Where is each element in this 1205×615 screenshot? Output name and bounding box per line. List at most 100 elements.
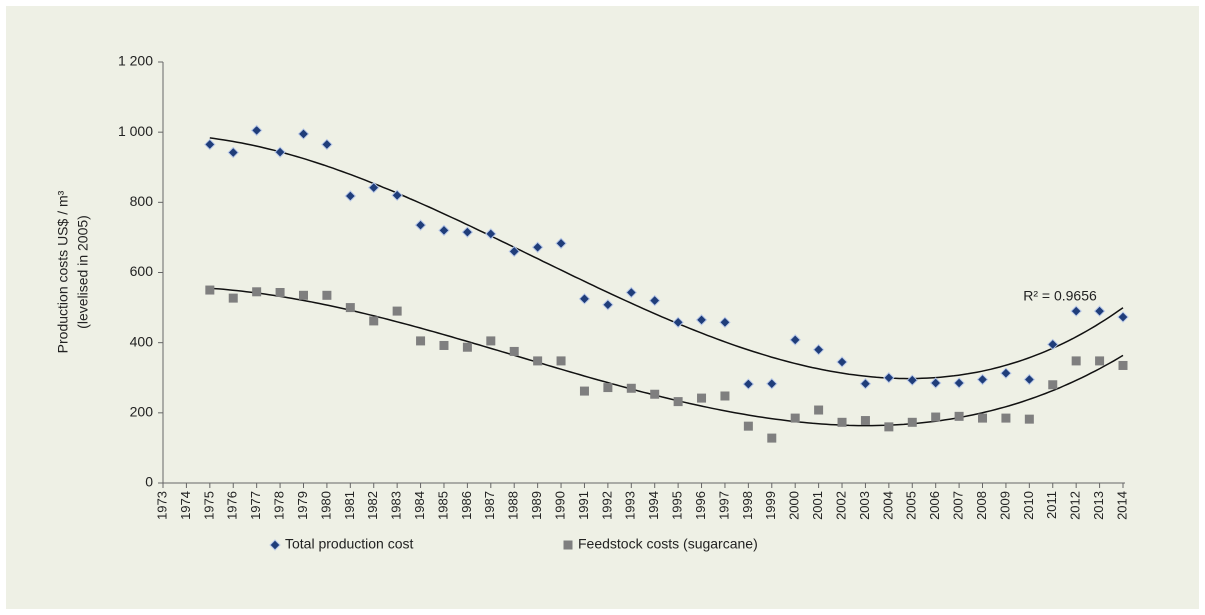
point xyxy=(814,405,824,415)
x-tick-label: 1985 xyxy=(435,491,450,520)
point xyxy=(931,412,941,422)
x-tick-label: 1990 xyxy=(552,491,567,520)
x-tick-label: 2003 xyxy=(857,491,872,520)
point xyxy=(743,421,753,431)
point xyxy=(439,340,449,350)
point xyxy=(414,219,427,231)
x-tick-label: 1982 xyxy=(365,491,380,520)
point xyxy=(509,346,519,356)
point xyxy=(1095,356,1105,366)
point xyxy=(369,316,379,326)
point xyxy=(978,413,988,423)
point xyxy=(603,383,613,393)
point xyxy=(531,241,544,253)
point xyxy=(438,224,450,237)
x-tick-label: 1992 xyxy=(599,491,614,520)
point xyxy=(954,411,964,421)
legend-marker xyxy=(563,540,573,550)
point xyxy=(812,343,825,356)
y-axis-label: (levelised in 2005) xyxy=(75,215,91,329)
y-axis-label: Production costs US$ / m³ xyxy=(55,190,71,353)
x-tick-label: 2002 xyxy=(833,491,848,520)
point xyxy=(907,417,917,427)
x-tick-label: 1991 xyxy=(576,491,591,520)
point xyxy=(602,299,614,311)
point xyxy=(1118,360,1128,370)
point xyxy=(486,336,496,346)
point xyxy=(508,245,520,258)
x-tick-label: 1979 xyxy=(295,491,310,520)
point xyxy=(742,378,755,390)
point xyxy=(533,356,543,366)
x-tick-label: 1977 xyxy=(248,491,263,520)
point xyxy=(204,138,216,151)
point xyxy=(391,189,403,202)
point xyxy=(673,397,683,407)
point xyxy=(883,372,895,384)
trendline xyxy=(209,137,1124,380)
y-tick-label: 400 xyxy=(130,333,154,349)
x-tick-label: 2007 xyxy=(951,491,966,520)
x-tick-label: 1994 xyxy=(646,491,661,520)
point xyxy=(461,226,474,238)
point xyxy=(790,413,800,423)
x-tick-label: 1978 xyxy=(272,491,287,520)
x-tick-label: 2012 xyxy=(1068,491,1083,520)
y-tick-label: 600 xyxy=(130,263,154,279)
point xyxy=(368,181,380,194)
background xyxy=(6,6,1199,609)
point xyxy=(1071,356,1081,366)
x-tick-label: 2006 xyxy=(927,491,942,520)
x-tick-label: 1989 xyxy=(529,491,544,520)
point xyxy=(767,433,777,443)
point xyxy=(719,316,731,329)
y-tick-label: 800 xyxy=(130,193,154,209)
point xyxy=(1117,311,1129,323)
point xyxy=(578,293,591,305)
point xyxy=(766,378,778,390)
point xyxy=(416,336,426,346)
point xyxy=(297,128,310,140)
x-tick-label: 2011 xyxy=(1044,491,1059,519)
point xyxy=(579,386,589,396)
x-tick-label: 1973 xyxy=(154,491,169,520)
point xyxy=(392,306,402,316)
point xyxy=(860,416,870,426)
point xyxy=(1048,380,1058,390)
legend-label: Total production cost xyxy=(285,536,414,552)
point xyxy=(1070,305,1082,317)
point xyxy=(625,286,638,299)
point xyxy=(695,314,708,326)
point xyxy=(275,287,285,297)
x-tick-label: 2013 xyxy=(1091,491,1106,520)
x-tick-label: 2014 xyxy=(1114,491,1129,520)
x-tick-label: 1975 xyxy=(201,491,216,520)
point xyxy=(697,393,707,403)
point xyxy=(1093,305,1106,317)
point xyxy=(485,228,497,240)
x-tick-label: 2001 xyxy=(810,491,825,520)
point xyxy=(462,342,472,352)
point xyxy=(1023,373,1036,386)
point xyxy=(1047,338,1059,351)
x-tick-label: 2004 xyxy=(880,491,895,520)
x-tick-label: 1984 xyxy=(412,491,427,520)
point xyxy=(252,287,262,297)
x-tick-label: 1993 xyxy=(623,491,638,520)
x-tick-label: 1987 xyxy=(482,491,497,520)
point xyxy=(322,290,332,300)
point xyxy=(555,237,567,250)
point xyxy=(205,285,215,295)
point xyxy=(720,391,730,401)
x-tick-label: 1980 xyxy=(318,491,333,520)
x-tick-label: 1986 xyxy=(459,491,474,520)
point xyxy=(884,422,894,432)
point xyxy=(650,389,660,399)
point xyxy=(1000,367,1012,379)
point xyxy=(345,303,355,313)
point xyxy=(274,146,286,158)
point xyxy=(906,374,918,386)
x-tick-label: 1981 xyxy=(342,491,357,520)
point xyxy=(648,294,661,307)
